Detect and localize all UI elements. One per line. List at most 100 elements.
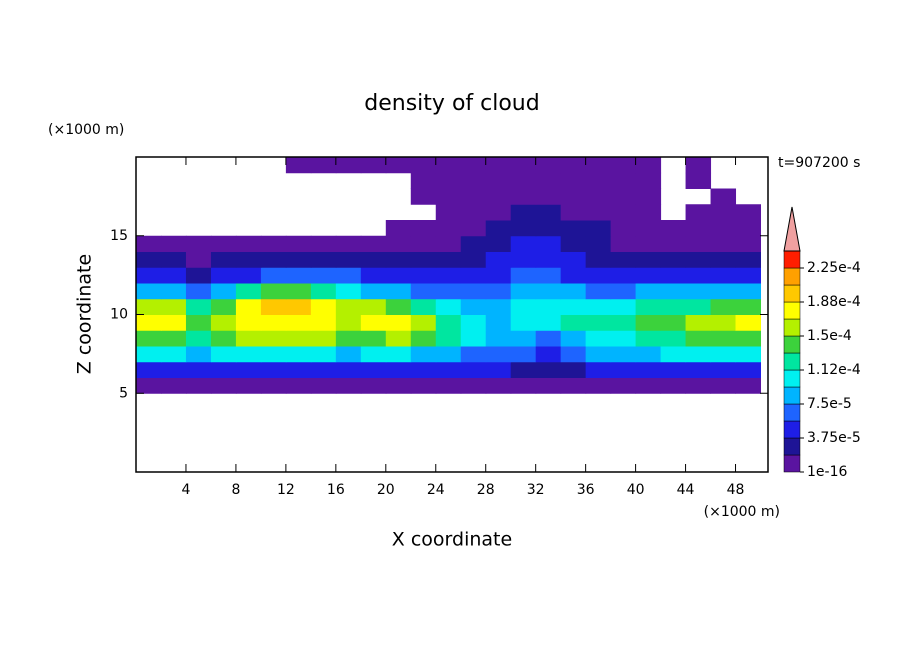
contour-cell — [136, 298, 162, 315]
contour-cell — [285, 251, 312, 268]
contour-cell — [635, 298, 662, 315]
contour-cell — [410, 172, 437, 189]
contour-cell — [510, 235, 537, 252]
contour-cell — [285, 298, 312, 315]
contour-cell — [185, 314, 212, 331]
contour-cell — [460, 361, 487, 378]
contour-cell — [235, 235, 262, 252]
contour-cell — [535, 188, 562, 205]
contour-cell — [535, 377, 562, 394]
contour-cell — [735, 361, 762, 378]
contour-cell — [385, 283, 412, 300]
contour-cell — [610, 283, 637, 300]
contour-cell — [610, 267, 637, 284]
contour-cell — [610, 361, 637, 378]
contour-cell — [535, 204, 562, 221]
contour-cell — [260, 361, 287, 378]
contour-cell — [735, 377, 762, 394]
contour-cell — [510, 361, 537, 378]
contour-cell — [310, 283, 337, 300]
contour-cell — [585, 204, 612, 221]
contour-cell — [136, 377, 162, 394]
contour-cell — [635, 267, 662, 284]
contour-cell — [510, 251, 537, 268]
contour-cell — [160, 235, 187, 252]
contour-cell — [310, 314, 337, 331]
contour-cell — [385, 157, 412, 174]
contour-cell — [235, 377, 262, 394]
contour-cell — [385, 314, 412, 331]
contour-cell — [710, 330, 737, 347]
contour-cell — [585, 220, 612, 237]
contour-cell — [385, 377, 412, 394]
contour-cell — [335, 235, 362, 252]
contour-cell — [560, 204, 587, 221]
contour-cell — [485, 188, 512, 205]
contour-cell — [260, 314, 287, 331]
contour-cell — [335, 377, 362, 394]
contour-cell — [210, 235, 237, 252]
contour-cell — [210, 361, 237, 378]
contour-cell — [610, 314, 637, 331]
contour-cell — [710, 235, 737, 252]
colorbar-label: 1.5e-4 — [807, 328, 852, 344]
contour-cell — [535, 157, 562, 174]
contour-cell — [610, 172, 637, 189]
contour-cell — [235, 361, 262, 378]
contour-cell — [410, 220, 437, 237]
contour-cell — [435, 330, 462, 347]
contour-cell — [185, 298, 212, 315]
y-tick-label: 15 — [110, 228, 128, 244]
contour-cell — [710, 204, 737, 221]
x-tick-label: 24 — [427, 482, 445, 498]
contour-cell — [360, 251, 387, 268]
contour-cell — [285, 377, 312, 394]
contour-cell — [610, 298, 637, 315]
colorbar-band — [783, 335, 801, 354]
contour-cell — [335, 157, 362, 174]
contour-cell — [485, 204, 512, 221]
contour-cell — [710, 361, 737, 378]
contour-cell — [160, 314, 187, 331]
contour-cell — [410, 267, 437, 284]
contour-cell — [460, 172, 487, 189]
contour-cell — [560, 251, 587, 268]
contour-cell — [485, 283, 512, 300]
contour-cell — [635, 346, 662, 363]
contour-cell — [460, 157, 487, 174]
contour-cell — [485, 346, 512, 363]
contour-cell — [685, 267, 712, 284]
colorbar-band — [783, 369, 801, 388]
x-tick-label: 20 — [377, 482, 395, 498]
contour-cell — [685, 220, 712, 237]
contour-cell — [185, 251, 212, 268]
contour-cell — [335, 267, 362, 284]
contour-cell — [685, 157, 712, 174]
contour-cell — [260, 330, 287, 347]
contour-cell — [535, 361, 562, 378]
contour-cell — [510, 157, 537, 174]
contour-cell — [185, 377, 212, 394]
contour-cell — [610, 220, 637, 237]
contour-cell — [410, 330, 437, 347]
contour-cell — [310, 330, 337, 347]
x-tick-label: 16 — [327, 482, 345, 498]
contour-cell — [235, 251, 262, 268]
contour-cell — [585, 235, 612, 252]
contour-cell — [535, 330, 562, 347]
contour-cell — [360, 346, 387, 363]
contour-cell — [585, 283, 612, 300]
colorbar-label: 1.12e-4 — [807, 362, 861, 378]
contour-cell — [660, 220, 687, 237]
contour-cell — [310, 267, 337, 284]
y-axis-label: Z coordinate — [74, 254, 96, 374]
contour-cell — [585, 188, 612, 205]
contour-cell — [310, 346, 337, 363]
contour-cell — [285, 157, 312, 174]
contour-cell — [160, 361, 187, 378]
x-tick-label: 40 — [627, 482, 645, 498]
contour-cell — [435, 361, 462, 378]
contour-cell — [410, 235, 437, 252]
contour-cell — [260, 267, 287, 284]
contour-cell — [685, 251, 712, 268]
